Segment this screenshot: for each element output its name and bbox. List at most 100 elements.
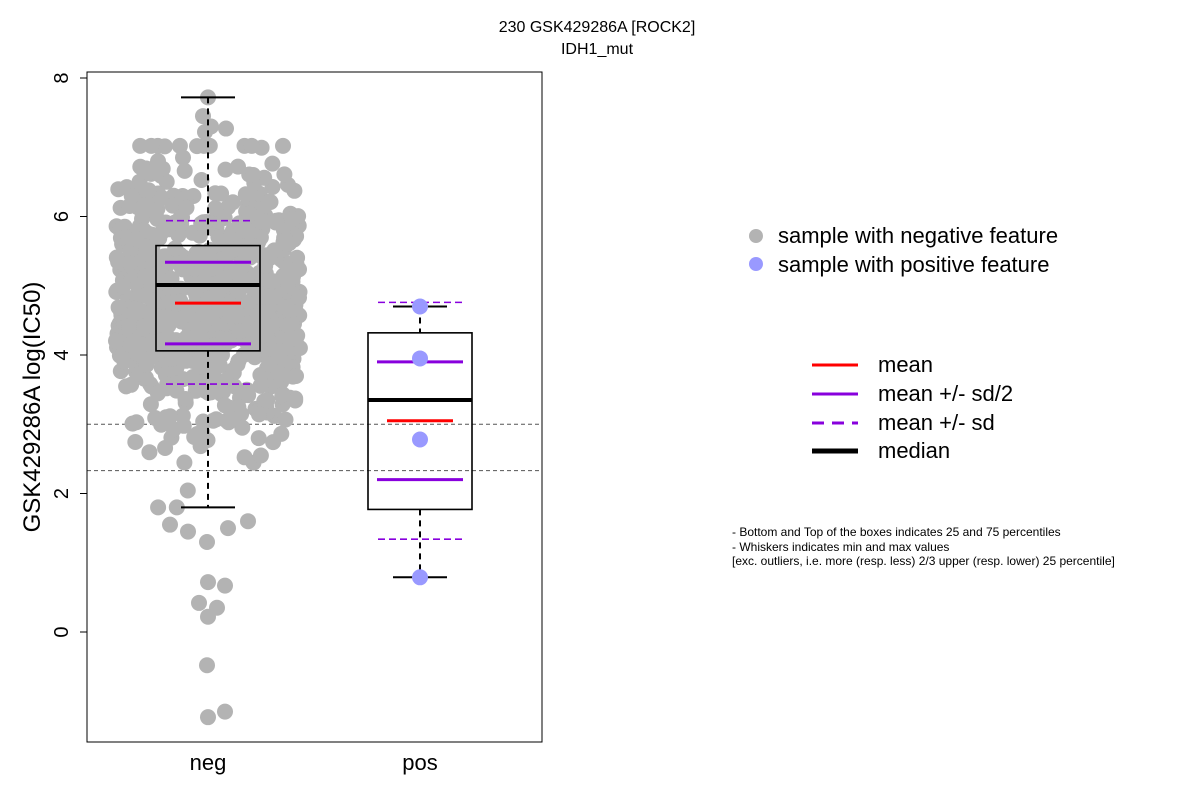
neg-sample-point [260,193,277,210]
pos-sample-point [412,569,428,586]
neg-sample-point [110,299,127,316]
y-tick-label: 6 [51,211,73,222]
neg-sample-point [137,287,154,304]
y-tick-label: 0 [51,626,73,637]
neg-sample-point [121,318,137,335]
neg-sample-point [274,386,291,403]
neg-sample-point [280,277,296,294]
neg-sample-point [187,250,203,267]
neg-sample-point [197,124,213,141]
neg-sample-point [121,255,138,272]
neg-sample-point [176,454,193,471]
neg-sample-point [140,164,157,181]
neg-sample-point [262,318,279,335]
legend-label-positive: sample with positive feature [778,252,1050,277]
neg-sample-point [257,257,274,274]
neg-sample-point [108,249,125,266]
neg-sample-point [202,309,219,326]
plot-frame [86,71,543,743]
note-line-2: - Whiskers indicates min and max values [732,540,950,554]
neg-sample-point [268,212,285,229]
neg-sample-point [175,149,191,166]
neg-sample-point [147,410,164,426]
neg-sample-point [254,213,271,230]
neg-sample-point [226,378,243,395]
note-line-3: [exc. outliers, i.e. more (resp. less) 2… [732,554,1115,568]
neg-sample-point [205,412,222,429]
neg-sample-point [216,210,233,226]
neg-sample-point [137,268,154,285]
chart-subtitle: IDH1_mut [560,41,634,58]
legend-label-median: median [878,438,951,463]
neg-outlier-point [240,513,256,530]
neg-sample-point [251,406,267,423]
neg-outlier-point [200,608,216,625]
neg-sample-point [250,430,267,447]
neg-outlier-point [162,516,178,533]
note-line-1: - Bottom and Top of the boxes indicates … [732,525,1061,539]
legend-label-mean: mean [878,352,934,377]
neg-sample-point [188,287,205,303]
neg-sample-point [238,381,255,398]
neg-outlier-point [217,577,233,594]
neg-sample-point [284,210,301,227]
neg-sample-point [137,305,154,322]
neg-sample-point [207,185,224,202]
neg-sample-point [150,499,167,516]
neg-sample-point [191,227,208,244]
pos-sample-point [412,350,428,367]
pos-box [367,332,473,511]
neg-sample-point [277,411,294,428]
neg-sample-point [264,155,281,172]
neg-sample-point [164,350,181,367]
neg-outlier-point [191,594,207,611]
neg-sample-point [218,120,234,137]
x-tick-label-pos: pos [402,750,437,775]
neg-sample-point [132,137,149,154]
neg-outlier-point [200,709,216,726]
neg-sample-point [240,293,257,310]
neg-outlier-point [199,533,215,550]
neg-sample-point [168,499,185,516]
neg-sample-point [193,172,210,188]
neg-sample-point [231,323,248,340]
neg-sample-point [280,301,297,318]
x-tick-label-neg: neg [190,750,227,775]
neg-sample-point [143,137,160,154]
legend-label-half-sd: mean +/- sd/2 [878,381,1014,406]
pos-sample-point [412,431,428,448]
neg-sample-point [122,242,139,259]
y-tick-label: 4 [51,349,73,360]
neg-sample-point [224,411,241,428]
pos-sample-point [412,298,428,315]
chart-title: 230 GSK429286A [ROCK2] [498,19,696,36]
neg-sample-point [180,306,197,323]
neg-sample-point [134,336,151,353]
neg-sample-point [203,384,219,401]
neg-sample-point [252,447,269,464]
neg-sample-point [138,356,155,373]
neg-sample-point [141,444,158,461]
neg-sample-point [170,227,187,244]
neg-sample-point [123,187,140,204]
neg-outlier-point [217,703,233,720]
neg-sample-point [237,186,254,203]
neg-sample-point [270,346,287,363]
neg-sample-point [285,330,302,347]
neg-sample-point [287,392,304,409]
neg-sample-point [288,368,304,384]
neg-sample-point [230,158,246,175]
neg-sample-point [193,215,210,232]
y-tick-label: 2 [51,488,73,499]
neg-sample-point [245,166,261,183]
neg-sample-point [252,377,269,394]
neg-sample-point [235,223,252,239]
neg-sample-point [189,138,205,155]
legend-label-negative: sample with negative feature [778,223,1059,248]
neg-sample-point [225,364,242,381]
neg-sample-point [172,293,189,310]
neg-sample-point [150,308,167,325]
neg-outlier-point [180,523,196,540]
legend-label-sd: mean +/- sd [878,410,995,435]
